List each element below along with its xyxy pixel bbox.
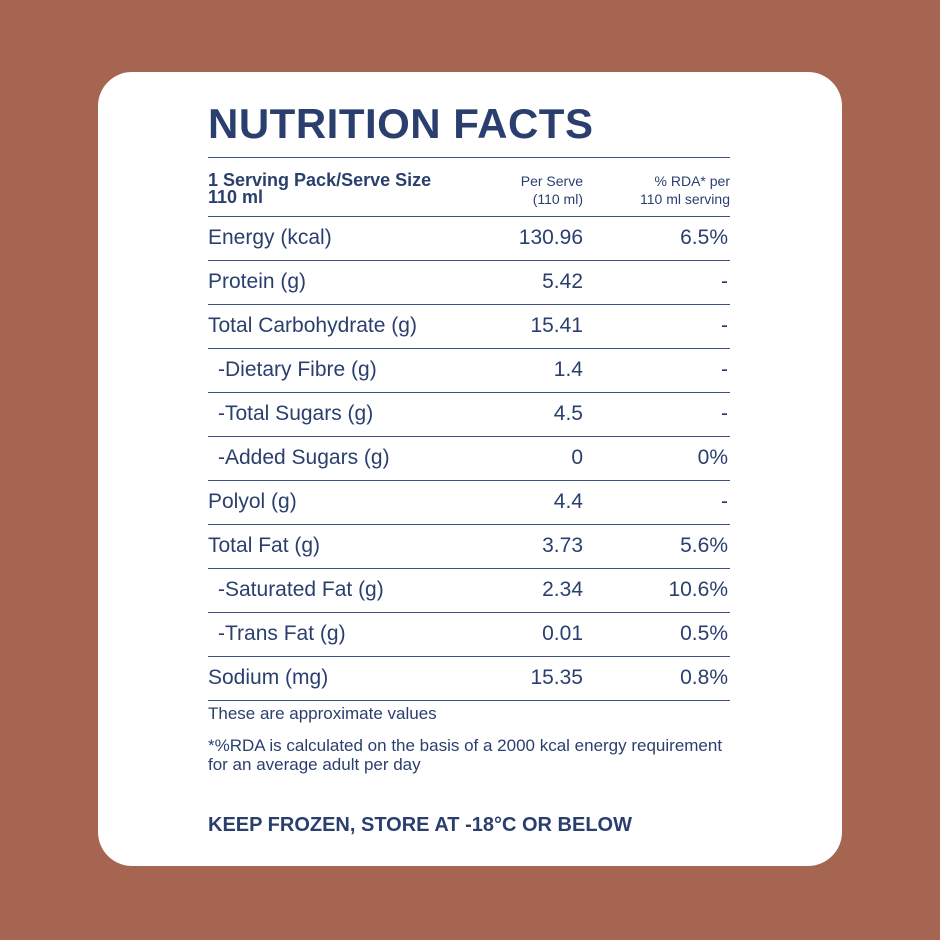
serving-size-header: 1 Serving Pack/Serve Size 110 ml — [208, 170, 432, 207]
nutrient-name: -Trans Fat (g) — [218, 622, 346, 645]
table-row: -Dietary Fibre (g) 1.4 - — [208, 349, 730, 393]
rda-unit: 110 ml serving — [639, 191, 730, 207]
nutrient-value: 15.35 — [530, 666, 583, 689]
nutrient-rda: - — [721, 270, 728, 293]
table-header: 1 Serving Pack/Serve Size 110 ml Per Ser… — [208, 158, 730, 218]
nutrient-rda: 0.8% — [680, 666, 728, 689]
table-row: Total Carbohydrate (g) 15.41 - — [208, 305, 730, 349]
table-row: -Trans Fat (g) 0.01 0.5% — [208, 613, 730, 657]
divider — [208, 216, 730, 217]
nutrient-rda: - — [721, 314, 728, 337]
page-title: NUTRITION FACTS — [208, 100, 594, 147]
nutrient-rda: - — [721, 358, 728, 381]
table-row: Total Fat (g) 3.73 5.6% — [208, 525, 730, 569]
table-row: -Total Sugars (g) 4.5 - — [208, 393, 730, 437]
table-row: Polyol (g) 4.4 - — [208, 481, 730, 525]
per-serve-header: Per Serve (110 ml) — [521, 172, 583, 208]
table-row: Protein (g) 5.42 - — [208, 261, 730, 305]
nutrient-table: Energy (kcal) 130.96 6.5% Protein (g) 5.42 -… — [208, 217, 730, 701]
nutrient-rda: 5.6% — [680, 534, 728, 557]
per-serve-label: Per Serve — [520, 173, 583, 189]
nutrient-rda: 10.6% — [668, 578, 728, 601]
nutrient-value: 1.4 — [553, 358, 583, 381]
nutrient-name: -Total Sugars (g) — [218, 402, 374, 425]
nutrient-value: 130.96 — [518, 226, 583, 249]
nutrient-value: 0 — [571, 446, 583, 469]
nutrient-rda: 0% — [697, 446, 728, 469]
nutrient-rda: 0.5% — [680, 622, 728, 645]
nutrient-rda: - — [721, 490, 728, 513]
nutrient-name: Sodium (mg) — [208, 666, 329, 689]
nutrient-name: -Dietary Fibre (g) — [218, 358, 377, 381]
nutrient-name: Energy (kcal) — [208, 226, 332, 249]
nutrient-value: 4.4 — [553, 490, 583, 513]
rda-header: % RDA* per 110 ml serving — [640, 172, 730, 208]
table-row: -Saturated Fat (g) 2.34 10.6% — [208, 569, 730, 613]
nutrient-name: Protein (g) — [208, 270, 307, 293]
nutrient-value: 2.34 — [542, 578, 583, 601]
storage-instruction: KEEP FROZEN, STORE AT -18°C OR BELOW — [208, 814, 632, 836]
nutrient-name: -Saturated Fat (g) — [218, 578, 384, 601]
nutrient-name: -Added Sugars (g) — [218, 446, 390, 469]
nutrient-value: 15.41 — [530, 314, 583, 337]
nutrition-card: NUTRITION FACTS 1 Serving Pack/Serve Siz… — [98, 72, 842, 866]
approximate-values-note: These are approximate values — [208, 704, 437, 723]
nutrient-rda: 6.5% — [680, 226, 728, 249]
rda-label: % RDA* per — [654, 173, 730, 189]
serving-size-label: 1 Serving Pack/Serve Size — [208, 170, 432, 190]
nutrient-value: 4.5 — [553, 402, 583, 425]
nutrient-value: 5.42 — [542, 270, 583, 293]
divider — [208, 157, 730, 158]
nutrient-name: Total Fat (g) — [208, 534, 321, 557]
table-row: Sodium (mg) 15.35 0.8% — [208, 657, 730, 701]
nutrient-name: Total Carbohydrate (g) — [208, 314, 417, 337]
nutrient-value: 3.73 — [542, 534, 583, 557]
serving-size-value: 110 ml — [208, 187, 264, 207]
rda-basis-note: *%RDA is calculated on the basis of a 20… — [208, 736, 723, 774]
per-serve-unit: (110 ml) — [532, 191, 583, 207]
nutrient-name: Polyol (g) — [208, 490, 297, 513]
nutrient-value: 0.01 — [542, 622, 583, 645]
table-row: Energy (kcal) 130.96 6.5% — [208, 217, 730, 261]
table-row: -Added Sugars (g) 0 0% — [208, 437, 730, 481]
nutrient-rda: - — [721, 402, 728, 425]
